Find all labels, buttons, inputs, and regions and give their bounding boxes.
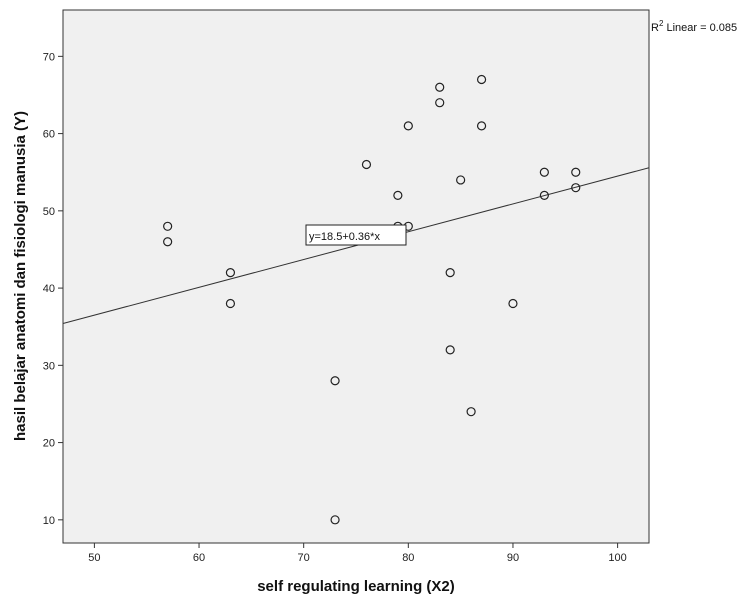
regression-line [62,167,650,324]
data-points [163,74,581,525]
data-point [163,221,173,231]
data-point [466,407,476,417]
data-point [163,237,173,247]
fit-equation-annotation: y=18.5+0.36*x [305,224,407,246]
x-tick-label: 100 [608,552,626,564]
y-tick-label: 50 [43,206,55,218]
data-point [571,167,581,177]
data-point [539,190,549,200]
data-point [225,298,236,309]
x-tick-label: 50 [88,552,100,564]
y-tick-label: 30 [43,360,55,372]
fit-equation-box [305,224,407,246]
x-tick-label: 80 [402,552,414,564]
y-tick-label: 70 [43,51,55,63]
y-axis-ticks: 10 20 30 40 50 60 70 [43,51,63,527]
data-point [456,175,466,185]
data-point [476,74,487,85]
data-point [445,268,455,278]
x-tick-label: 90 [507,552,519,564]
data-point [361,159,372,170]
data-point [571,183,581,193]
data-point [330,376,340,386]
data-point [393,190,403,200]
x-tick-label: 60 [193,552,205,564]
data-point [435,82,445,92]
data-point [435,98,445,108]
data-point [539,167,549,177]
x-tick-label: 70 [298,552,310,564]
regression-line-group [62,167,650,324]
data-point [476,121,487,131]
data-point [225,268,236,278]
data-point [403,121,413,131]
data-point [330,515,340,525]
data-point [508,298,518,309]
data-point [445,345,455,355]
x-axis-title: self regulating learning (X2) [257,578,455,595]
r2-label: R2 Linear = 0.085 [651,19,737,34]
y-axis-title: hasil belajar anatomi dan fisiologi manu… [12,111,29,441]
y-tick-label: 60 [43,129,55,141]
plot-area [62,9,650,544]
y-tick-label: 10 [43,515,55,527]
fit-equation-label: y=18.5+0.36*x [309,231,380,243]
y-tick-label: 40 [43,283,55,295]
y-tick-label: 20 [43,438,55,450]
x-axis-ticks: 50 60 70 80 90 100 [88,543,627,564]
